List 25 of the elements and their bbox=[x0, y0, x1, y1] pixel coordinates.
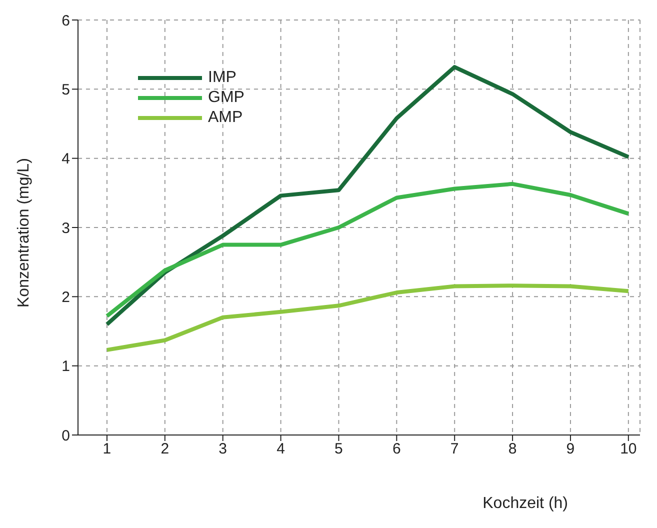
line-series bbox=[104, 182, 630, 318]
legend-label: AMP bbox=[208, 109, 243, 127]
x-axis-title: Kochzeit (h) bbox=[482, 495, 568, 512]
y-tick-label: 3 bbox=[62, 220, 70, 237]
line-series bbox=[104, 65, 630, 326]
x-tick-label: 7 bbox=[450, 440, 459, 458]
y-tick-label: 5 bbox=[62, 81, 70, 98]
x-tick-label: 9 bbox=[566, 440, 575, 458]
legend-label: IMP bbox=[208, 69, 236, 87]
x-tick-label: 8 bbox=[508, 440, 517, 458]
x-tick-label: 6 bbox=[392, 440, 401, 458]
line-series bbox=[104, 284, 630, 352]
x-tick-label: 10 bbox=[620, 440, 637, 458]
x-tick-label: 3 bbox=[218, 440, 228, 458]
legend-label: GMP bbox=[208, 89, 244, 107]
y-tick-label: 6 bbox=[62, 12, 70, 30]
x-tick-label: 5 bbox=[334, 440, 343, 458]
y-axis-title: Konzentration (mg/L) bbox=[16, 158, 33, 308]
y-tick-label: 4 bbox=[62, 150, 70, 168]
y-tick-label: 2 bbox=[62, 288, 70, 306]
x-tick-label: 4 bbox=[276, 440, 285, 458]
x-tick-label: 1 bbox=[102, 440, 112, 458]
y-tick-label: 1 bbox=[62, 358, 70, 376]
y-tick-label: 0 bbox=[62, 427, 70, 444]
x-tick-label: 2 bbox=[160, 440, 170, 458]
